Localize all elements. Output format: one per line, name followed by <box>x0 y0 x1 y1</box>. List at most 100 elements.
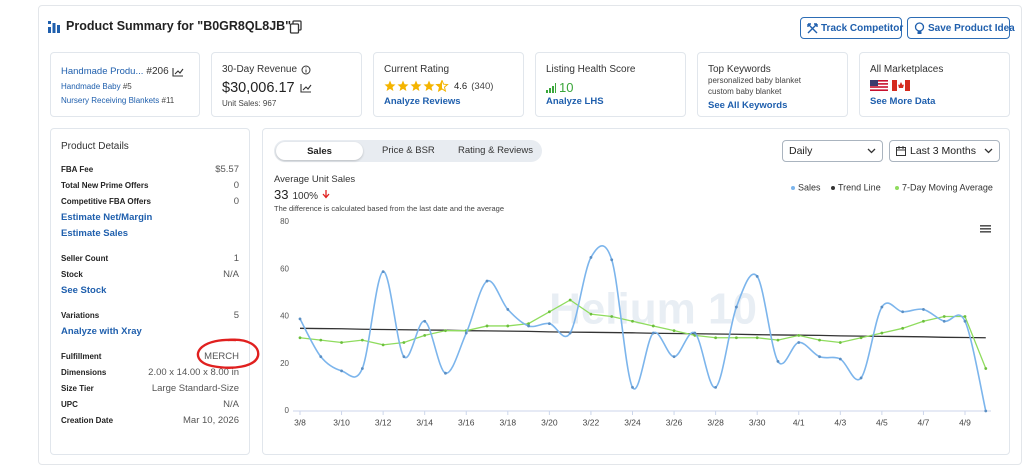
info-icon[interactable] <box>301 65 311 75</box>
copy-icon[interactable] <box>289 20 303 34</box>
point <box>714 385 718 389</box>
point <box>340 369 343 373</box>
legend-label: Trend Line <box>838 182 881 192</box>
series-line <box>299 327 986 339</box>
card-title: Current Rating <box>384 64 450 75</box>
save-button[interactable]: Save Product Idea <box>907 17 1015 39</box>
point <box>963 319 967 323</box>
y-tick-label: 40 <box>280 312 289 321</box>
detail-link[interactable]: Analyze with Xray <box>61 325 142 337</box>
detail-label: Dimensions <box>61 367 107 377</box>
detail-row: Analyze with Xray <box>61 324 239 338</box>
point <box>776 359 780 363</box>
point <box>838 341 842 344</box>
tabs: Sales Price & BSR Rating & Reviews <box>274 140 542 162</box>
tab[interactable]: Price & BSR <box>382 145 435 156</box>
point <box>527 324 530 328</box>
metric-value: 33 <box>274 187 289 202</box>
x-tick-label: 3/10 <box>333 417 350 427</box>
flags[interactable] <box>870 80 912 91</box>
detail-value: 1 <box>233 252 239 264</box>
detail-link[interactable]: See Stock <box>61 284 107 296</box>
point <box>901 310 905 314</box>
point <box>423 334 427 337</box>
point <box>942 315 946 318</box>
detail-row: See Stock <box>61 283 239 297</box>
menu-icon <box>980 228 991 230</box>
point <box>547 310 551 314</box>
point <box>672 355 676 359</box>
legend-label: 7-Day Moving Average <box>902 182 993 192</box>
card-link[interactable]: See All Keywords <box>708 100 788 111</box>
x-tick-label: 4/9 <box>959 417 971 427</box>
health-card: Listing Health Score 10 Analyze LHS <box>535 52 686 117</box>
card-link[interactable]: Analyze LHS <box>546 96 604 107</box>
detail-row: Estimate Sales <box>61 226 239 240</box>
detail-label: Total New Prime Offers <box>61 180 149 190</box>
detail-link[interactable]: Estimate Sales <box>61 227 129 239</box>
tab-active[interactable]: Sales <box>276 142 363 160</box>
card-title: Top Keywords <box>708 64 771 75</box>
point <box>859 376 863 380</box>
point <box>340 341 343 344</box>
legend-swatch <box>895 186 899 190</box>
card-link[interactable]: Analyze Reviews <box>384 96 461 107</box>
metric-title: Average Unit Sales <box>274 174 356 185</box>
point <box>360 367 364 370</box>
range-select[interactable]: Last 3 Months <box>889 140 1000 162</box>
y-tick-label: 0 <box>285 406 290 415</box>
stars <box>384 80 448 92</box>
point <box>859 336 863 340</box>
y-tick-label: 80 <box>280 217 289 226</box>
interval-select[interactable]: Daily <box>782 140 883 162</box>
menu-icon <box>980 231 991 233</box>
units-value: 967 <box>262 99 277 108</box>
point <box>360 338 364 342</box>
point <box>610 258 614 262</box>
point <box>755 274 759 278</box>
track-button[interactable]: Track Competitor <box>800 17 903 39</box>
sub-category[interactable]: Nursery Receiving Blankets <box>61 96 160 105</box>
detail-value: MERCH <box>204 350 239 362</box>
detail-link[interactable]: Estimate Net/Margin <box>61 211 153 223</box>
point <box>693 331 697 335</box>
sub-category[interactable]: Handmade Baby <box>61 82 121 91</box>
point <box>589 312 593 316</box>
bsr-category[interactable]: Handmade Produ... <box>61 66 144 77</box>
select-label: Daily <box>789 145 813 157</box>
units-label: Unit Sales: <box>222 99 261 108</box>
revenue-card: 30-Day Revenue $30,006.17 Unit Sales: 96… <box>211 52 362 117</box>
marketplaces-card: All Marketplaces See More Data <box>859 52 1010 117</box>
x-tick-label: 3/18 <box>500 417 517 427</box>
page-title: Product Summary for "B0GR8QL8JB" <box>66 19 292 33</box>
point <box>922 308 925 311</box>
point <box>319 338 323 342</box>
detail-label: Competitive FBA Offers <box>61 196 151 206</box>
detail-label: Fulfillment <box>61 351 102 361</box>
trend-icon[interactable] <box>172 67 184 77</box>
card-title: All Marketplaces <box>870 64 944 75</box>
point <box>880 305 884 309</box>
legend-swatch <box>791 186 795 190</box>
point <box>423 319 427 323</box>
point <box>506 324 510 328</box>
details-title: Product Details <box>61 141 129 152</box>
trend-icon[interactable] <box>300 83 312 93</box>
detail-row: Creation Date Mar 10, 2026 <box>61 413 239 427</box>
annotation-circle <box>196 338 260 369</box>
point <box>776 338 780 342</box>
chart-icon <box>48 21 60 33</box>
point <box>672 329 676 333</box>
point <box>797 341 801 344</box>
x-tick-label: 4/1 <box>793 417 805 427</box>
tab[interactable]: Rating & Reviews <box>458 145 533 156</box>
point <box>714 336 718 340</box>
rating-value: 4.6 <box>454 80 468 92</box>
card-link[interactable]: See More Data <box>870 96 936 107</box>
legend-swatch <box>831 186 835 190</box>
point <box>838 357 842 361</box>
detail-row: Variations 5 <box>61 308 239 322</box>
detail-label: Seller Count <box>61 253 109 263</box>
